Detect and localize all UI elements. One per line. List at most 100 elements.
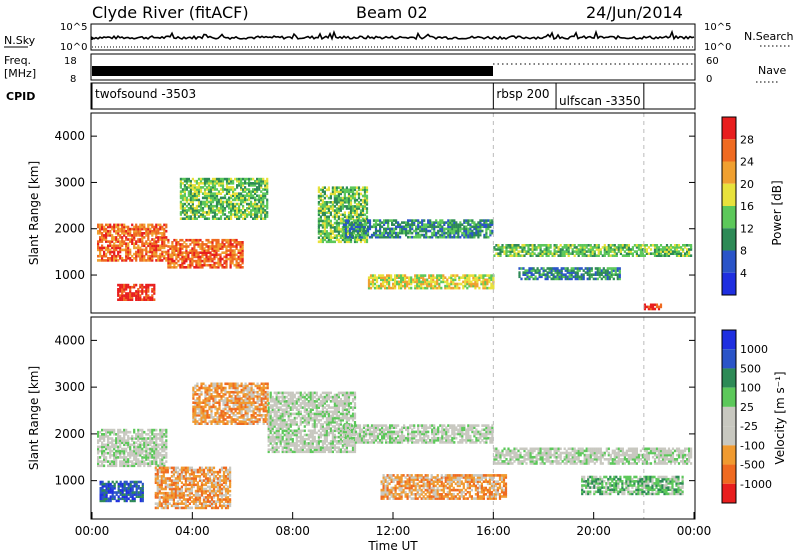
heatmap-cell <box>339 190 342 194</box>
heatmap-cell <box>186 466 189 470</box>
heatmap-cell <box>383 223 386 226</box>
heatmap-cell <box>475 229 478 233</box>
heatmap-cell <box>335 219 338 223</box>
heatmap-cell <box>226 487 230 491</box>
heatmap-cell <box>171 249 174 252</box>
heatmap-cell <box>201 253 204 257</box>
heatmap-cell <box>183 251 186 254</box>
heatmap-cell <box>323 192 326 196</box>
heatmap-cell <box>240 194 243 198</box>
heatmap-cell <box>235 261 238 265</box>
heatmap-cell <box>240 179 243 183</box>
heatmap-cell <box>397 231 400 235</box>
heatmap-cell <box>344 235 347 239</box>
heatmap-cell <box>554 275 557 279</box>
heatmap-cell <box>403 225 406 229</box>
heatmap-cell <box>209 257 212 261</box>
heatmap-cell <box>333 196 336 200</box>
heatmap-cell <box>97 240 100 243</box>
heatmap-cell <box>675 244 679 247</box>
heatmap-cell <box>137 480 140 484</box>
heatmap-cell <box>189 190 192 193</box>
heatmap-cell <box>99 493 102 496</box>
heatmap-cell <box>337 198 340 202</box>
heatmap-cell <box>467 235 470 239</box>
heatmap-cell <box>160 496 163 499</box>
heatmap-cell <box>185 255 188 259</box>
heatmap-cell <box>356 223 360 226</box>
heatmap-cell <box>207 192 211 195</box>
heatmap-cell <box>197 186 201 189</box>
heatmap-cell <box>242 194 245 198</box>
heatmap-cell <box>153 445 156 449</box>
heatmap-cell <box>161 234 164 237</box>
heatmap-cell <box>183 177 186 181</box>
heatmap-cell <box>141 433 144 436</box>
heatmap-cell <box>160 466 163 470</box>
heatmap-cell <box>137 298 140 301</box>
heatmap-cell <box>449 221 452 224</box>
heatmap-cell <box>398 276 401 279</box>
heatmap-cell <box>524 277 527 281</box>
heatmap-cell <box>604 269 607 272</box>
heatmap-cell <box>258 204 261 208</box>
heatmap-cell <box>607 248 610 251</box>
heatmap-cell <box>349 188 353 192</box>
heatmap-cell <box>545 246 548 249</box>
heatmap-cell <box>445 227 448 231</box>
heatmap-cell <box>597 252 600 255</box>
heatmap-cell <box>224 487 228 491</box>
heatmap-cell <box>189 257 192 261</box>
heatmap-cell <box>474 282 477 286</box>
heatmap-cell <box>579 252 582 255</box>
heatmap-cell <box>214 470 218 474</box>
heatmap-cell <box>121 259 124 262</box>
heatmap-cell <box>343 192 346 196</box>
heatmap-cell <box>103 439 106 442</box>
heatmap-cell <box>337 186 340 189</box>
heatmap-cell <box>323 219 326 223</box>
heatmap-cell <box>171 243 174 246</box>
heatmap-cell <box>682 248 685 251</box>
heatmap-cell <box>477 227 480 231</box>
heatmap-cell <box>477 221 480 224</box>
heatmap-cell <box>417 227 420 231</box>
heatmap-cell <box>366 229 370 233</box>
heatmap-cell <box>237 261 240 265</box>
heatmap-cell <box>406 282 409 286</box>
heatmap-cell <box>117 225 120 229</box>
heatmap-cell <box>238 194 241 198</box>
freq-label: Freq. <box>4 54 31 67</box>
heatmap-cell <box>197 257 200 261</box>
heatmap-cell <box>365 198 369 202</box>
heatmap-cell <box>653 246 657 249</box>
heatmap-cell <box>407 223 410 226</box>
heatmap-cell <box>137 437 140 440</box>
heatmap-cell <box>135 441 138 444</box>
heatmap-cell <box>227 241 230 244</box>
heatmap-cell <box>385 235 388 239</box>
heatmap-cell <box>325 223 328 227</box>
heatmap-cell <box>563 254 566 257</box>
heatmap-cell <box>511 244 514 247</box>
heatmap-cell <box>194 483 197 487</box>
heatmap-cell <box>317 201 320 204</box>
heatmap-cell <box>194 498 197 501</box>
heatmap-cell <box>194 405 197 409</box>
heatmap-cell <box>241 249 244 252</box>
heatmap-cell <box>404 286 407 290</box>
heatmap-cell <box>229 243 232 246</box>
heatmap-cell <box>113 236 116 239</box>
heatmap-cell <box>123 248 126 252</box>
heatmap-cell <box>129 480 132 484</box>
heatmap-cell <box>133 238 136 241</box>
heatmap-cell <box>329 234 332 237</box>
heatmap-cell <box>317 223 320 227</box>
freq-tick-high: 18 <box>64 56 77 67</box>
heatmap-cell <box>237 257 240 261</box>
heatmap-cell <box>625 248 628 251</box>
heatmap-cell <box>393 235 396 239</box>
heatmap-cell <box>103 489 106 492</box>
heatmap-cell <box>121 441 124 444</box>
heatmap-cell <box>395 227 398 231</box>
